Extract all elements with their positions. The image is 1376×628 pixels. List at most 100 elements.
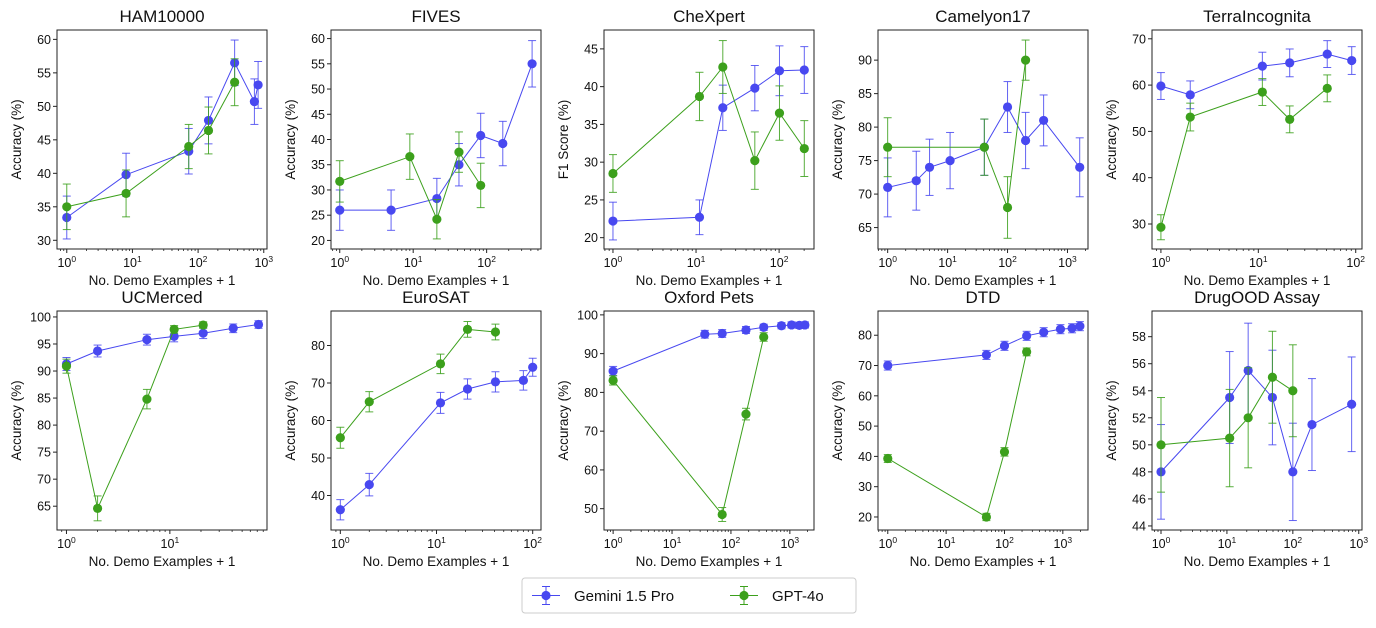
y-tick-label: 75: [858, 154, 872, 168]
legend-label: GPT-4o: [772, 588, 824, 605]
y-tick-label: 30: [37, 234, 51, 248]
x-axis-label: No. Demo Examples + 1: [1184, 273, 1331, 288]
data-point: [335, 433, 345, 443]
legend: Gemini 1.5 Pro GPT-4o: [521, 577, 857, 614]
y-tick-label: 40: [37, 167, 51, 181]
data-point: [799, 143, 809, 154]
y-tick-label: 20: [584, 231, 598, 245]
y-tick-label: 80: [311, 339, 325, 353]
data-point: [253, 319, 264, 330]
x-tick-label: 103: [1349, 535, 1368, 551]
y-tick-label: 100: [577, 308, 598, 322]
data-point: [1156, 81, 1166, 91]
series-line: [339, 328, 496, 439]
data-point: [335, 176, 345, 186]
series-gpt-4o: [608, 40, 809, 193]
data-point: [1156, 222, 1166, 232]
axes-frame: [1151, 29, 1363, 250]
y-tick-label: 35: [584, 118, 598, 132]
y-axis-label: Accuracy (%): [830, 99, 845, 179]
x-tick-label: 101: [1218, 535, 1237, 551]
y-tick-label: 35: [37, 200, 51, 214]
x-tick-label: 100: [57, 535, 76, 551]
x-tick-label: 100: [878, 535, 897, 551]
y-tick-label: 85: [37, 392, 51, 406]
x-tick-label: 100: [878, 254, 897, 270]
x-tick-label: 101: [938, 254, 957, 270]
data-point: [1185, 90, 1195, 100]
data-point: [924, 162, 935, 172]
y-tick-label: 58: [1132, 330, 1146, 344]
data-point: [1156, 440, 1166, 450]
x-tick-label: 103: [781, 535, 800, 551]
data-point: [1022, 347, 1032, 357]
y-tick-label: 50: [584, 502, 598, 516]
x-tick-label: 101: [687, 254, 706, 270]
y-tick-label: 52: [1132, 411, 1146, 425]
series-line: [887, 60, 1027, 208]
y-tick-label: 50: [37, 100, 51, 114]
y-tick-label: 40: [311, 489, 325, 503]
axes-frame: [877, 310, 1089, 531]
data-point: [435, 359, 446, 369]
data-point: [750, 156, 760, 166]
data-point: [1288, 386, 1298, 396]
data-point: [979, 142, 989, 152]
data-point: [1075, 321, 1085, 331]
y-tick-label: 30: [584, 156, 598, 170]
data-point: [335, 205, 345, 215]
x-tick-label: 100: [604, 535, 623, 551]
y-tick-label: 30: [858, 480, 872, 494]
series-gemini-1-5-pro: [883, 81, 1085, 218]
y-tick-label: 85: [858, 87, 872, 101]
x-tick-label: 101: [427, 535, 446, 551]
y-tick-label: 70: [1132, 32, 1146, 46]
x-tick-label: 100: [604, 254, 623, 270]
data-point: [228, 323, 238, 333]
y-axis-label: Accuracy (%): [9, 380, 24, 460]
y-tick-label: 90: [584, 347, 598, 361]
data-point: [462, 384, 473, 394]
data-point: [364, 397, 374, 407]
x-tick-label: 102: [523, 535, 542, 551]
y-tick-label: 50: [1132, 125, 1146, 139]
legend-box: [521, 577, 857, 614]
data-point: [883, 360, 893, 371]
series-line: [612, 324, 805, 372]
data-point: [883, 182, 893, 192]
x-axis-label: No. Demo Examples + 1: [910, 273, 1057, 288]
y-tick-label: 60: [37, 33, 51, 47]
y-axis-label: F1 Score (%): [556, 100, 571, 180]
data-point: [883, 142, 893, 152]
data-point: [528, 362, 538, 372]
x-axis-label: No. Demo Examples + 1: [636, 273, 783, 288]
data-point: [518, 375, 528, 385]
y-tick-label: 90: [858, 54, 872, 68]
data-point: [198, 320, 208, 330]
subplot-title: Oxford Pets: [664, 288, 754, 307]
x-axis-label: No. Demo Examples + 1: [636, 554, 783, 569]
x-tick-label: 100: [330, 254, 349, 270]
data-point: [61, 361, 72, 371]
axes-frame: [603, 29, 815, 250]
data-point: [490, 327, 501, 337]
legend-entry-gpt-4o: GPT-4o: [730, 586, 824, 605]
data-point: [981, 350, 991, 360]
subplot-title: Camelyon17: [935, 7, 1030, 26]
y-tick-label: 65: [858, 221, 872, 235]
subplot-eurosat: EuroSAT No. Demo Examples + 1 Accuracy (%)…: [283, 288, 542, 569]
data-point: [1257, 61, 1267, 71]
y-tick-label: 50: [311, 83, 325, 97]
subplot-camelyon17: Camelyon17 No. Demo Examples + 1 Accuracy …: [830, 7, 1089, 288]
x-tick-label: 100: [331, 535, 350, 551]
data-point: [230, 77, 240, 87]
subplot-ucmerced: UCMerced No. Demo Examples + 1 Accuracy (%…: [9, 288, 268, 569]
x-tick-label: 103: [1058, 254, 1077, 270]
data-point: [476, 130, 486, 141]
data-point: [717, 328, 727, 339]
data-point: [945, 155, 955, 166]
data-point: [1347, 55, 1357, 66]
series-line: [66, 61, 259, 218]
y-tick-label: 25: [584, 193, 598, 207]
x-axis-label: No. Demo Examples + 1: [89, 554, 236, 569]
